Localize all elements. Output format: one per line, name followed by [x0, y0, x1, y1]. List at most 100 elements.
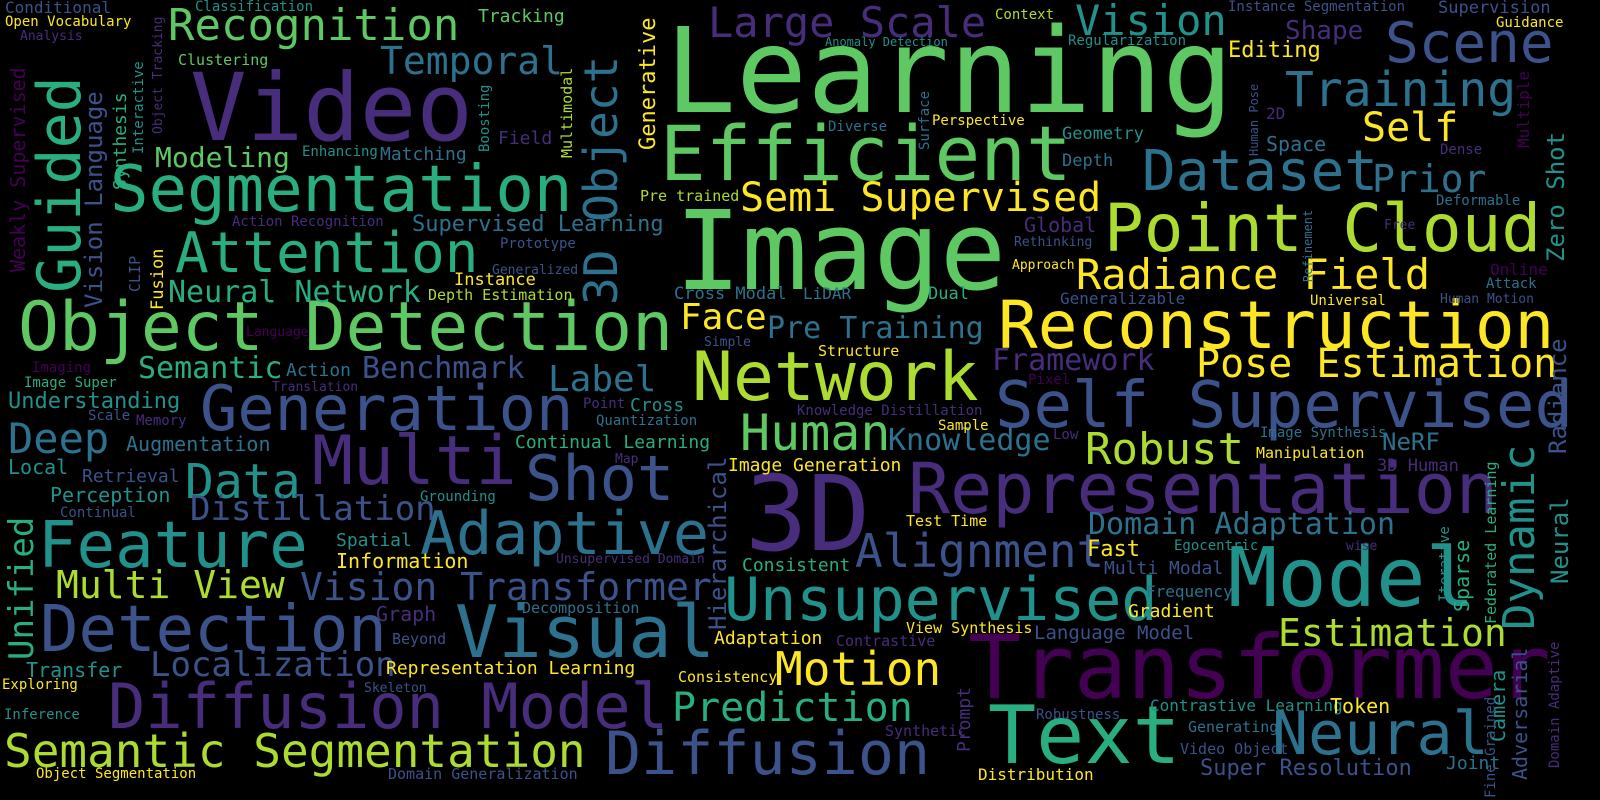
- word-distribution: Distribution: [978, 765, 1094, 784]
- word-point: Point: [583, 396, 626, 412]
- word-prediction: Prediction: [672, 685, 913, 731]
- word-depth-estimation: Depth Estimation: [428, 286, 573, 304]
- word-understanding: Understanding: [8, 389, 181, 414]
- word-anomaly-detection: Anomaly Detection: [825, 35, 948, 49]
- word-fusion: Fusion: [148, 248, 168, 310]
- word-weakly-supervised: Weakly Supervised: [6, 67, 30, 272]
- word-pixel: Pixel: [1028, 372, 1071, 388]
- word-self-supervised: Self Supervised: [995, 369, 1573, 443]
- word-local: Local: [8, 455, 69, 479]
- word-sparse: Sparse: [1450, 539, 1474, 612]
- word-scene: Scene: [1385, 11, 1554, 76]
- word-field: Field: [498, 128, 553, 149]
- word-robust: Robust: [1085, 424, 1244, 475]
- word-dual: Dual: [928, 284, 969, 304]
- word-super-resolution: Super Resolution: [1200, 756, 1412, 781]
- word-3d-human: 3D Human: [1377, 456, 1459, 476]
- word-neural: Neural: [1272, 699, 1489, 769]
- word-free: Free: [1384, 218, 1416, 233]
- word-radiance: Radiance: [1544, 338, 1572, 454]
- word-contrastive-learning: Contrastive Learning: [1150, 696, 1343, 715]
- word-information: Information: [336, 549, 469, 573]
- word-large-scale: Large Scale: [708, 0, 987, 47]
- word-adversarial: Adversarial: [1508, 647, 1532, 780]
- word-pre-training: Pre Training: [767, 311, 984, 346]
- word-image-super: Image Super: [24, 375, 117, 391]
- word-rethinking: Rethinking: [1014, 235, 1093, 250]
- word-global: Global: [1024, 213, 1097, 237]
- word-synthetic: Synthetic: [885, 722, 967, 740]
- word-generation: Generation: [200, 372, 574, 445]
- word-human-pose: Human Pose: [1247, 83, 1261, 156]
- word-universal: Universal: [1310, 293, 1386, 309]
- word-matching: Matching: [380, 144, 467, 165]
- word-localization: Localization: [150, 645, 396, 685]
- word-transformer: Transformer: [968, 616, 1551, 719]
- word-zero-shot: Zero Shot: [1542, 131, 1570, 262]
- word-deformable: Deformable: [1436, 193, 1521, 209]
- word-frequency: Frequency: [1146, 582, 1233, 601]
- word-cross: Cross: [630, 395, 685, 416]
- word-2d: 2D: [1266, 104, 1286, 123]
- word-neural-right: Neural: [1546, 497, 1574, 584]
- word-online: Online: [1490, 260, 1548, 279]
- word-shot: Shot: [525, 442, 675, 515]
- word-prior: Prior: [1372, 157, 1487, 201]
- word-scale: Scale: [88, 408, 131, 424]
- word-instance-segmentation: Instance Segmentation: [1228, 0, 1406, 15]
- word-video: Video: [190, 54, 473, 163]
- word-joint: Joint: [1446, 753, 1501, 774]
- word-shape: Shape: [1285, 16, 1364, 46]
- word-open-vocabulary: Open Vocabulary: [5, 14, 132, 30]
- word-test-time: Test Time: [906, 512, 988, 530]
- word-video-object: Video Object: [1180, 740, 1289, 758]
- word-egocentric: Egocentric: [1174, 538, 1259, 554]
- word-refinement: Refinement: [1301, 209, 1315, 282]
- word-pose-estimation: Pose Estimation: [1196, 341, 1558, 387]
- word-retrieval: Retrieval: [82, 466, 180, 487]
- word-depth: Depth: [1062, 151, 1114, 171]
- word-domain-adaptive: Domain Adaptive: [1547, 641, 1563, 768]
- word-simple: Simple: [704, 335, 751, 350]
- word-view-synthesis: View Synthesis: [906, 619, 1033, 637]
- word-interactive: Interactive: [131, 61, 147, 154]
- word-neural-network: Neural Network: [168, 275, 421, 310]
- word-alignment: Alignment: [855, 524, 1105, 578]
- word-wise: wise: [1346, 539, 1378, 554]
- word-spatial: Spatial: [336, 530, 412, 551]
- word-inference: Inference: [4, 707, 80, 723]
- word-dynamic: Dynamic: [1494, 444, 1545, 630]
- word-semi-supervised: Semi Supervised: [740, 175, 1102, 221]
- word-action-recognition: Action Recognition: [232, 214, 384, 230]
- word-generalizable: Generalizable: [1060, 289, 1186, 308]
- word-continual: Continual: [60, 505, 136, 521]
- word-segmentation: Segmentation: [110, 153, 573, 227]
- word-clip: CLIP: [126, 255, 144, 292]
- word-feature: Feature: [38, 509, 308, 583]
- word-training: Training: [1285, 62, 1517, 118]
- word-editing: Editing: [1228, 38, 1321, 63]
- word-reconstruction: Reconstruction: [998, 287, 1555, 364]
- word-image-synthesis: Image Synthesis: [1260, 425, 1387, 441]
- word-semantic: Semantic: [138, 351, 283, 386]
- word-multiple: Multiple: [1514, 70, 1533, 148]
- word-perception: Perception: [50, 483, 171, 507]
- word-attention: Attention: [175, 221, 479, 286]
- word-dataset: Dataset: [1142, 139, 1379, 204]
- word-modeling: Modeling: [155, 141, 290, 174]
- word-object-tracking: Object Tracking: [151, 16, 166, 134]
- word-low: Low: [1053, 427, 1079, 443]
- word-prototype: Prototype: [500, 236, 576, 252]
- word-representation: Representation: [908, 448, 1499, 530]
- word-quantization: Quantization: [596, 413, 698, 429]
- word-clustering: Clustering: [178, 51, 269, 69]
- word-manipulation: Manipulation: [1256, 444, 1365, 462]
- word-radiance-field: Radiance Field: [1076, 250, 1431, 299]
- word-point-cloud: Point Cloud: [1104, 190, 1542, 267]
- word-knowledge-distillation: Knowledge Distillation: [797, 403, 983, 419]
- word-attack: Attack: [1486, 276, 1537, 292]
- word-vision-transformer: Vision Transformer: [300, 565, 712, 609]
- word-estimation: Estimation: [1278, 611, 1507, 655]
- word-network: Network: [692, 338, 979, 417]
